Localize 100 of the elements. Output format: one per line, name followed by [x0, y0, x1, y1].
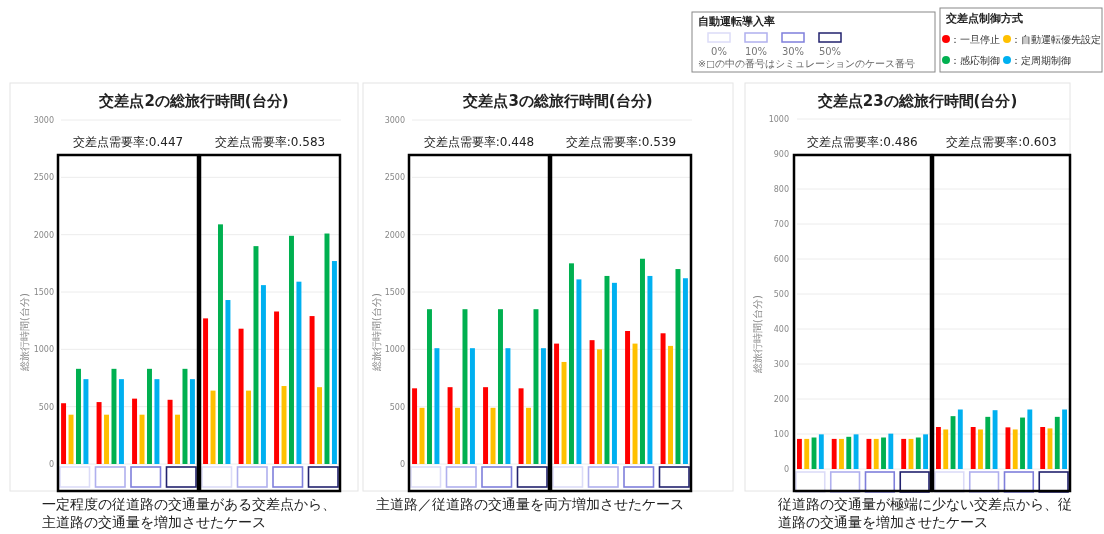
- bar: [61, 403, 67, 464]
- bar: [589, 340, 595, 464]
- bar: [647, 275, 653, 464]
- legend-label: ：感応制御: [950, 55, 1000, 66]
- bar: [675, 269, 681, 464]
- bar: [625, 330, 631, 464]
- y-tick-label: 700: [773, 220, 789, 229]
- legend-label: ：定周期制御: [1011, 55, 1071, 66]
- bar: [434, 348, 440, 464]
- legend-title: 交差点制御方式: [945, 12, 1023, 25]
- bar: [554, 343, 560, 464]
- bar: [611, 282, 617, 464]
- text: 10%: [744, 46, 768, 57]
- bar: [146, 368, 152, 464]
- y-tick-label: 2500: [384, 173, 405, 183]
- bar: [139, 414, 145, 464]
- text: 一定程度の従道路の交通量がある交差点から、主道路の交通量を増加させたケース: [42, 495, 337, 531]
- bar: [568, 263, 574, 464]
- bar: [881, 437, 886, 469]
- legend-label: ：自動運転優先設定: [1011, 34, 1101, 45]
- bar: [957, 409, 963, 469]
- bar: [182, 368, 188, 464]
- text: 0%: [711, 46, 727, 57]
- bar: [888, 433, 894, 469]
- bar: [412, 388, 418, 464]
- bar: [317, 387, 323, 464]
- bar: [639, 258, 645, 464]
- bar: [540, 348, 546, 464]
- bar: [1027, 409, 1033, 469]
- y-axis-title: 総旅行時間(台分): [19, 293, 30, 372]
- y-tick-label: 800: [773, 185, 789, 194]
- bar: [118, 379, 124, 464]
- bar: [253, 246, 259, 464]
- bar: [175, 414, 181, 464]
- y-tick-label: 1500: [33, 288, 54, 297]
- y-tick-label: 500: [389, 402, 405, 412]
- bar: [274, 311, 280, 464]
- text: 自動運転導入率: [698, 15, 775, 28]
- bar: [490, 407, 496, 464]
- bar: [1012, 429, 1018, 469]
- y-tick-label: 3000: [33, 116, 54, 125]
- bar: [281, 386, 287, 464]
- bar: [660, 333, 666, 464]
- y-tick-label: 1500: [384, 288, 405, 297]
- bar: [238, 328, 244, 464]
- bar: [217, 224, 223, 464]
- y-axis-title: 総旅行時間(台分): [752, 295, 763, 374]
- annotation: 交差点需要率:0.486: [807, 135, 918, 149]
- bar: [576, 279, 582, 464]
- bar: [1020, 417, 1025, 469]
- bar: [447, 387, 453, 464]
- bar: [324, 233, 330, 464]
- bar: [75, 368, 81, 464]
- bar: [873, 438, 879, 469]
- bar: [526, 407, 532, 464]
- y-tick-label: 600: [773, 255, 789, 264]
- bar: [597, 349, 603, 464]
- bar: [246, 390, 252, 464]
- chart-title: 交差点2の総旅行時間(台分): [98, 92, 289, 110]
- bar: [497, 309, 503, 464]
- bar: [846, 436, 852, 469]
- bar: [923, 434, 928, 469]
- bar: [985, 416, 991, 469]
- bar: [915, 437, 921, 469]
- bar: [296, 281, 302, 464]
- bar: [331, 261, 337, 464]
- bar: [604, 275, 610, 464]
- y-tick-label: 500: [773, 290, 789, 299]
- annotation: 交差点需要率:0.448: [423, 135, 535, 149]
- text: 従道路の交通量が極端に少ない交差点から、従道路の交通量を増加させたケース: [778, 495, 1073, 531]
- bar: [866, 438, 872, 469]
- bar: [1005, 427, 1011, 469]
- bar: [518, 388, 524, 464]
- bar: [505, 348, 511, 464]
- bar: [831, 438, 837, 469]
- y-tick-label: 300: [773, 360, 789, 369]
- chart-title: 交差点3の総旅行時間(台分): [462, 92, 653, 110]
- bar: [469, 348, 475, 464]
- bar: [682, 278, 688, 464]
- bar: [943, 429, 949, 469]
- bar: [901, 438, 907, 469]
- y-tick-label: 900: [773, 150, 789, 159]
- bar: [426, 309, 432, 464]
- bar: [419, 407, 425, 464]
- bar: [561, 361, 567, 464]
- bar: [1040, 427, 1046, 469]
- bar: [288, 235, 294, 464]
- bar: [83, 379, 89, 464]
- bar: [167, 399, 173, 464]
- text: 30%: [781, 46, 805, 57]
- bar: [839, 438, 844, 469]
- bar: [96, 402, 102, 464]
- y-tick-label: 2500: [33, 173, 54, 183]
- annotation: 交差点需要率:0.539: [565, 135, 677, 149]
- y-tick-label: 1000: [384, 345, 405, 355]
- text: 主道路／従道路の交通量を両方増加させたケース: [376, 495, 685, 513]
- bar: [111, 368, 117, 464]
- y-tick-label: 200: [773, 395, 789, 404]
- bar: [818, 434, 824, 469]
- bar: [203, 318, 209, 464]
